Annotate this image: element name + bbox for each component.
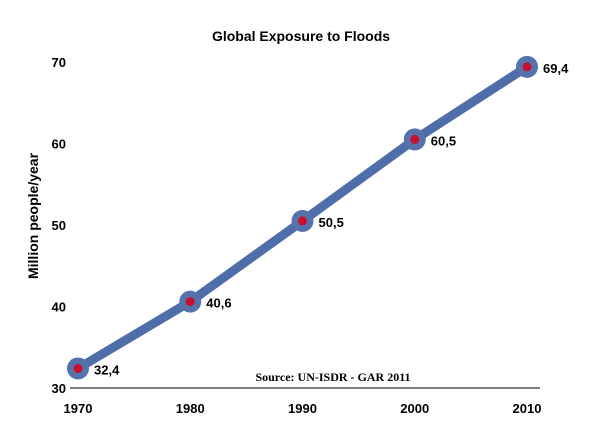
data-label: 32,4 [94,362,120,377]
data-label: 60,5 [431,133,456,148]
chart-title: Global Exposure to Floods [212,28,390,44]
data-point-center [522,62,532,72]
y-tick-label: 40 [52,300,66,315]
y-tick-label: 70 [52,55,66,70]
x-tick-label: 1980 [176,401,205,416]
x-tick-label: 2010 [513,401,542,416]
data-points: 32,4 40,6 50,5 60,5 69,4 [67,55,569,380]
source-annotation: Source: UN-ISDR - GAR 2011 [255,370,410,384]
y-tick-label: 50 [52,218,66,233]
x-tick-label: 1990 [288,401,317,416]
data-point-center [73,363,83,373]
data-label: 69,4 [543,61,569,76]
data-point-center [185,297,195,307]
data-label: 50,5 [319,215,344,230]
y-axis-label: Million people/year [25,152,41,279]
data-point-center [298,216,307,226]
y-tick-label: 60 [52,137,66,152]
x-axis-ticks: 1970 1980 1990 2000 2010 [64,401,542,416]
x-tick-label: 2000 [400,401,429,416]
data-point-center [410,134,420,144]
data-label: 40,6 [206,296,231,311]
y-axis-ticks: 30 40 50 60 70 [52,55,66,396]
y-tick-label: 30 [52,381,66,396]
x-tick-label: 1970 [64,401,93,416]
